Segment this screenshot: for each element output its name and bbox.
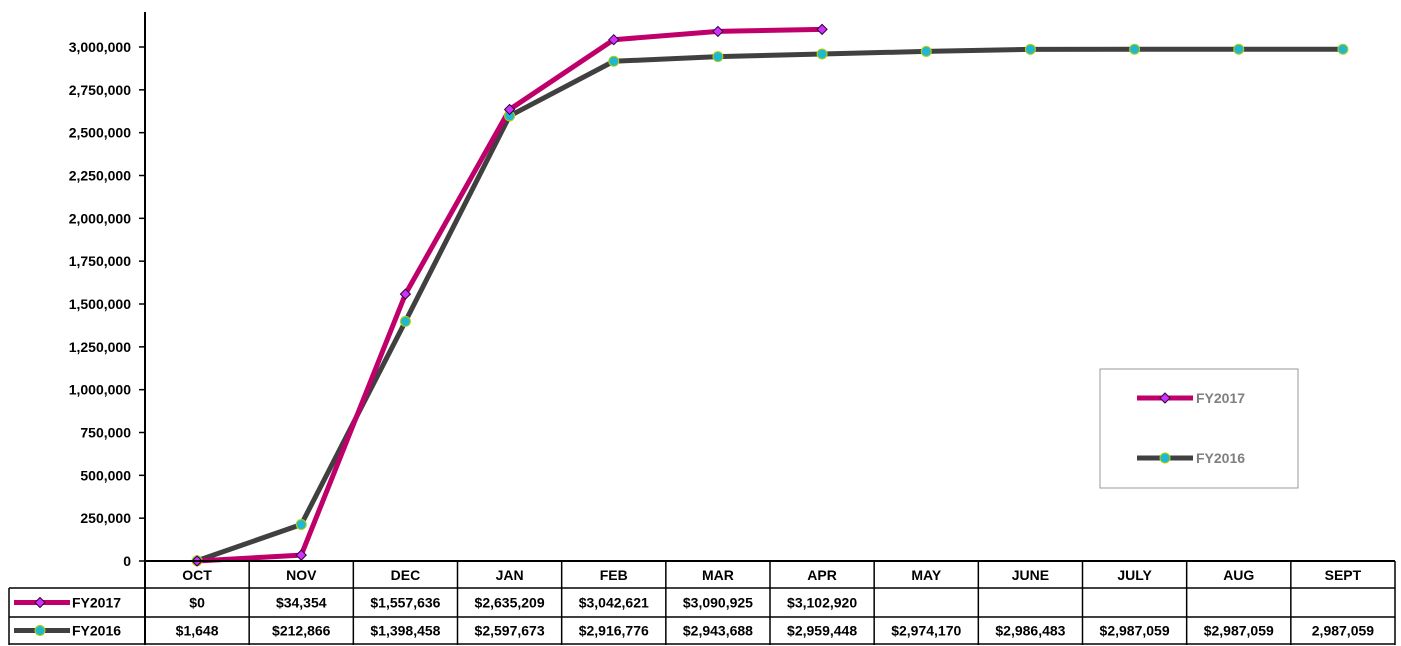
x-tick-label: JAN (496, 567, 524, 583)
data-label: $2,987,059 (1100, 623, 1170, 639)
table-key-marker-fy2017 (34, 596, 46, 609)
data-label: $0 (189, 595, 205, 611)
legend-marker-fy2016 (1159, 452, 1171, 464)
y-tick-label: 0 (123, 553, 131, 569)
data-label: $212,866 (272, 623, 331, 639)
x-tick-label: JUNE (1012, 567, 1049, 583)
data-point-fy2017 (399, 288, 412, 300)
y-tick-label: 750,000 (80, 425, 131, 441)
data-label: $2,916,776 (579, 623, 649, 639)
y-tick-label: 1,000,000 (69, 382, 131, 398)
x-tick-label: JULY (1117, 567, 1152, 583)
table-series-name: FY2016 (72, 623, 121, 639)
x-tick-label: MAR (702, 567, 734, 583)
data-point-fy2017 (816, 23, 828, 36)
data-label: $2,635,209 (475, 595, 545, 611)
y-tick-label: 250,000 (80, 510, 131, 526)
data-label: $3,042,621 (579, 595, 649, 611)
data-label: 2,987,059 (1312, 623, 1374, 639)
y-tick-label: 2,500,000 (69, 125, 131, 141)
y-tick-label: 2,250,000 (69, 168, 131, 184)
data-label: $2,959,448 (787, 623, 857, 639)
series-markers (191, 23, 1349, 567)
table-series-name: FY2017 (72, 595, 121, 611)
data-point-fy2016 (608, 55, 620, 67)
legend-label-fy2017: FY2017 (1196, 390, 1245, 406)
series-line-fy2016 (196, 46, 1343, 564)
data-label: $2,986,483 (995, 623, 1065, 639)
y-tick-label: 1,250,000 (69, 339, 131, 355)
data-point-fy2016 (920, 45, 932, 57)
x-tick-label: AUG (1223, 567, 1254, 583)
x-tick-label: NOV (286, 567, 317, 583)
data-label: $3,102,920 (787, 595, 857, 611)
y-tick-label: 2,750,000 (69, 82, 131, 98)
data-label: $2,597,673 (475, 623, 545, 639)
y-axis-ticks: 0 250,000 500,000 750,000 1,000,000 1,250,000… (69, 39, 145, 569)
x-tick-label: SEPT (1325, 567, 1362, 583)
data-label: $2,974,170 (891, 623, 961, 639)
data-point-fy2016 (1337, 43, 1349, 55)
x-tick-label: APR (807, 567, 837, 583)
data-point-fy2016 (295, 519, 307, 531)
data-point-fy2016 (712, 51, 724, 63)
data-label: $1,557,636 (370, 595, 440, 611)
y-tick-label: 3,000,000 (69, 39, 131, 55)
y-tick-label: 500,000 (80, 467, 131, 483)
data-point-fy2016 (1024, 43, 1036, 55)
table-key-marker-fy2016 (34, 625, 46, 636)
data-point-fy2016 (1233, 43, 1245, 55)
data-point-fy2016 (816, 48, 828, 60)
data-table: OCT NOV DEC JAN FEB MAR APR MAY JUNE JULY AUG SEPT F… (8, 560, 1396, 645)
data-point-fy2017 (503, 103, 516, 116)
x-tick-label: DEC (391, 567, 421, 583)
y-tick-label: 2,000,000 (69, 210, 131, 226)
data-label: $1,648 (176, 623, 219, 639)
data-point-fy2017 (712, 25, 724, 38)
legend-marker-fy2017 (1159, 392, 1171, 404)
data-label: $34,354 (276, 595, 327, 611)
x-tick-label: FEB (600, 567, 628, 583)
data-point-fy2016 (1129, 43, 1141, 55)
legend-box (1099, 368, 1299, 489)
data-point-fy2017 (608, 33, 620, 46)
x-tick-label: MAY (911, 567, 941, 583)
y-tick-label: 1,500,000 (69, 296, 131, 312)
data-label: $2,987,059 (1204, 623, 1274, 639)
data-label: $2,943,688 (683, 623, 753, 639)
legend-label-fy2016: FY2016 (1196, 450, 1245, 466)
legend: FY2017 FY2016 (1099, 368, 1299, 489)
y-tick-label: 1,750,000 (69, 253, 131, 269)
data-label: $3,090,925 (683, 595, 753, 611)
x-tick-label: OCT (182, 567, 212, 583)
data-label: $1,398,458 (370, 623, 440, 639)
data-point-fy2016 (399, 315, 411, 327)
